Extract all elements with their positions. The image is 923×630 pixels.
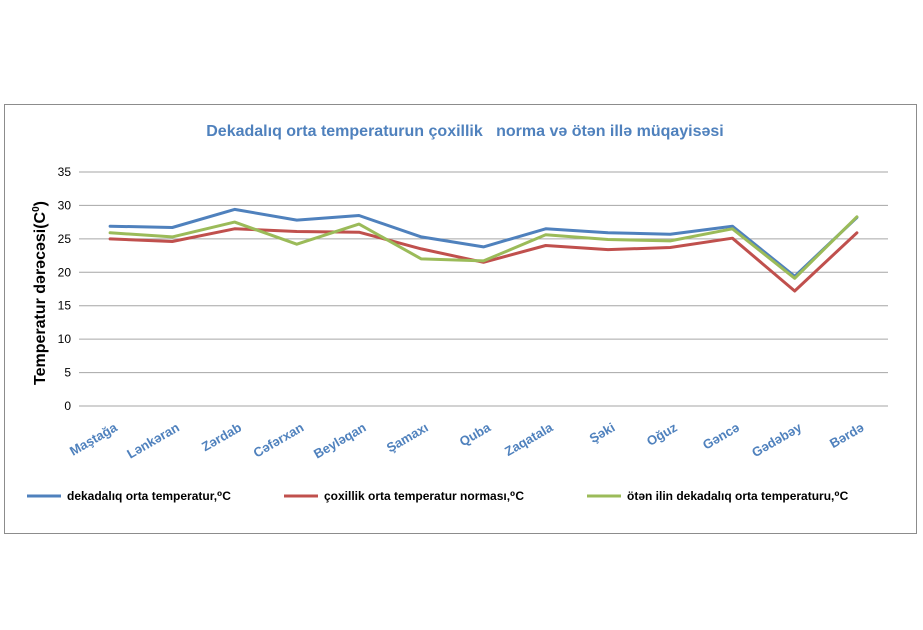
x-tick-label: Gəncə (700, 420, 742, 453)
legend-label-3: ötən ilin dekadalıq orta temperaturu,⁰C (627, 489, 849, 503)
chart-title: Dekadalıq orta temperaturun çoxillik nor… (206, 123, 724, 140)
y-tick-label: 5 (64, 366, 71, 380)
chart-frame: Dekadalıq orta temperaturun çoxillik nor… (4, 104, 917, 534)
y-tick-label: 35 (58, 165, 72, 179)
y-axis-label: Temperatur dərəcəsi(C0) (31, 201, 49, 385)
series-line-1 (108, 207, 859, 278)
x-tick-label: Maştağa (67, 419, 120, 458)
y-axis-label-main: Temperatur dərəcəsi(C (32, 211, 49, 385)
series-lines (108, 207, 859, 293)
x-tick-label: Cəfərxan (251, 420, 307, 461)
x-tick-label: Zərdab (199, 420, 244, 455)
x-tick-label: Bərdə (827, 420, 866, 451)
x-tick-label: Zaqatala (502, 419, 556, 459)
y-tick-label: 15 (58, 299, 72, 313)
x-tick-label: Lənkəran (124, 420, 182, 462)
x-tick-label: Şamaxı (384, 420, 431, 456)
legend: dekadalıq orta temperatur,⁰C çoxillik ort… (27, 489, 849, 503)
line-chart: Dekadalıq orta temperaturun çoxillik nor… (27, 123, 888, 503)
x-tick-label: Quba (457, 419, 494, 449)
y-tick-label: 20 (58, 265, 72, 279)
y-axis-label-superscript: 0 (31, 206, 42, 212)
y-tick-label: 25 (58, 232, 72, 246)
y-tick-label: 10 (58, 332, 72, 346)
y-tick-label: 30 (58, 198, 72, 212)
y-axis: 0 5 10 15 20 25 30 35 (58, 165, 72, 413)
series-line-3 (108, 215, 859, 280)
x-axis: Maştağa Lənkəran Zərdab Cəfərxan Beyləqan Şam… (67, 419, 866, 461)
x-tick-label: Beyləqan (311, 420, 369, 462)
x-tick-label: Oğuz (644, 419, 680, 448)
x-tick-label: Gədəbəy (749, 419, 805, 460)
y-tick-label: 0 (64, 399, 71, 413)
y-axis-label-close: ) (32, 201, 49, 206)
x-tick-label: Şəki (587, 420, 618, 446)
legend-label-1: dekadalıq orta temperatur,⁰C (67, 489, 231, 503)
grid (79, 171, 888, 407)
legend-label-2: çoxillik orta temperatur norması,⁰C (324, 489, 524, 503)
